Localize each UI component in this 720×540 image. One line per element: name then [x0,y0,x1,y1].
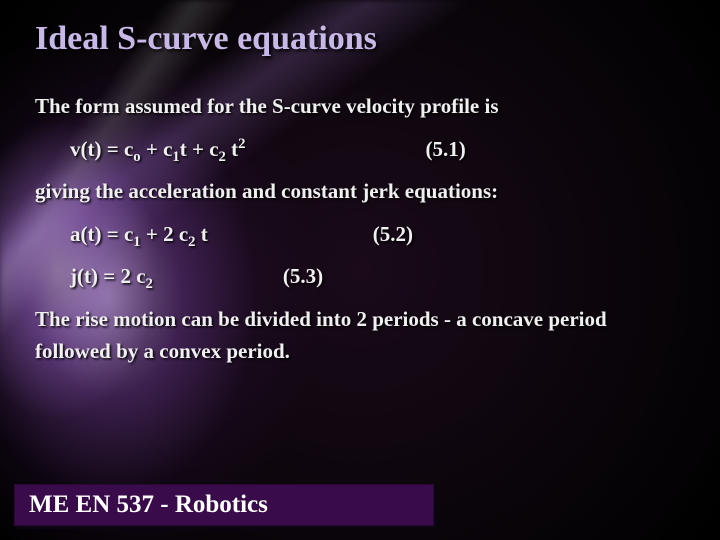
body-content: The form assumed for the S-curve velocit… [35,90,685,368]
eq1-sub2: 2 [219,149,226,165]
eq1-number: (5.1) [425,133,465,166]
eq2-number: (5.2) [373,218,413,251]
closing-text: The rise motion can be divided into 2 pe… [35,303,685,368]
eq1-part: + c [141,137,173,161]
eq3-number: (5.3) [283,260,323,293]
eq1-sub0: o [133,149,140,165]
eq3-part: j(t) = 2 c [70,264,146,288]
eq2-part: a(t) = c [70,222,133,246]
eq1-sub1: 1 [172,149,179,165]
eq3-expression: j(t) = 2 c2 [70,260,153,293]
equation-velocity: v(t) = co + c1t + c2 t2 (5.1) [35,133,685,166]
eq2-expression: a(t) = c1 + 2 c2 t [70,218,208,251]
eq2-part: + 2 c [141,222,189,246]
course-label: ME EN 537 - Robotics [29,491,268,519]
eq2-sub1: 1 [133,234,140,250]
mid-text: giving the acceleration and constant jer… [35,175,685,208]
eq1-part: t + c [180,137,219,161]
intro-text: The form assumed for the S-curve velocit… [35,90,685,123]
slide-content: Ideal S-curve equations The form assumed… [0,0,720,540]
eq2-sub2: 2 [188,234,195,250]
slide-title: Ideal S-curve equations [35,20,685,58]
eq1-sup: 2 [238,136,245,152]
equation-acceleration: a(t) = c1 + 2 c2 t (5.2) [35,218,685,251]
eq1-expression: v(t) = co + c1t + c2 t2 [70,133,245,166]
eq2-part: t [196,222,208,246]
eq3-sub: 2 [146,276,153,292]
course-footer: ME EN 537 - Robotics [14,484,434,526]
equation-jerk: j(t) = 2 c2 (5.3) [35,260,685,293]
eq1-part: v(t) = c [70,137,133,161]
eq1-part: t [226,137,238,161]
